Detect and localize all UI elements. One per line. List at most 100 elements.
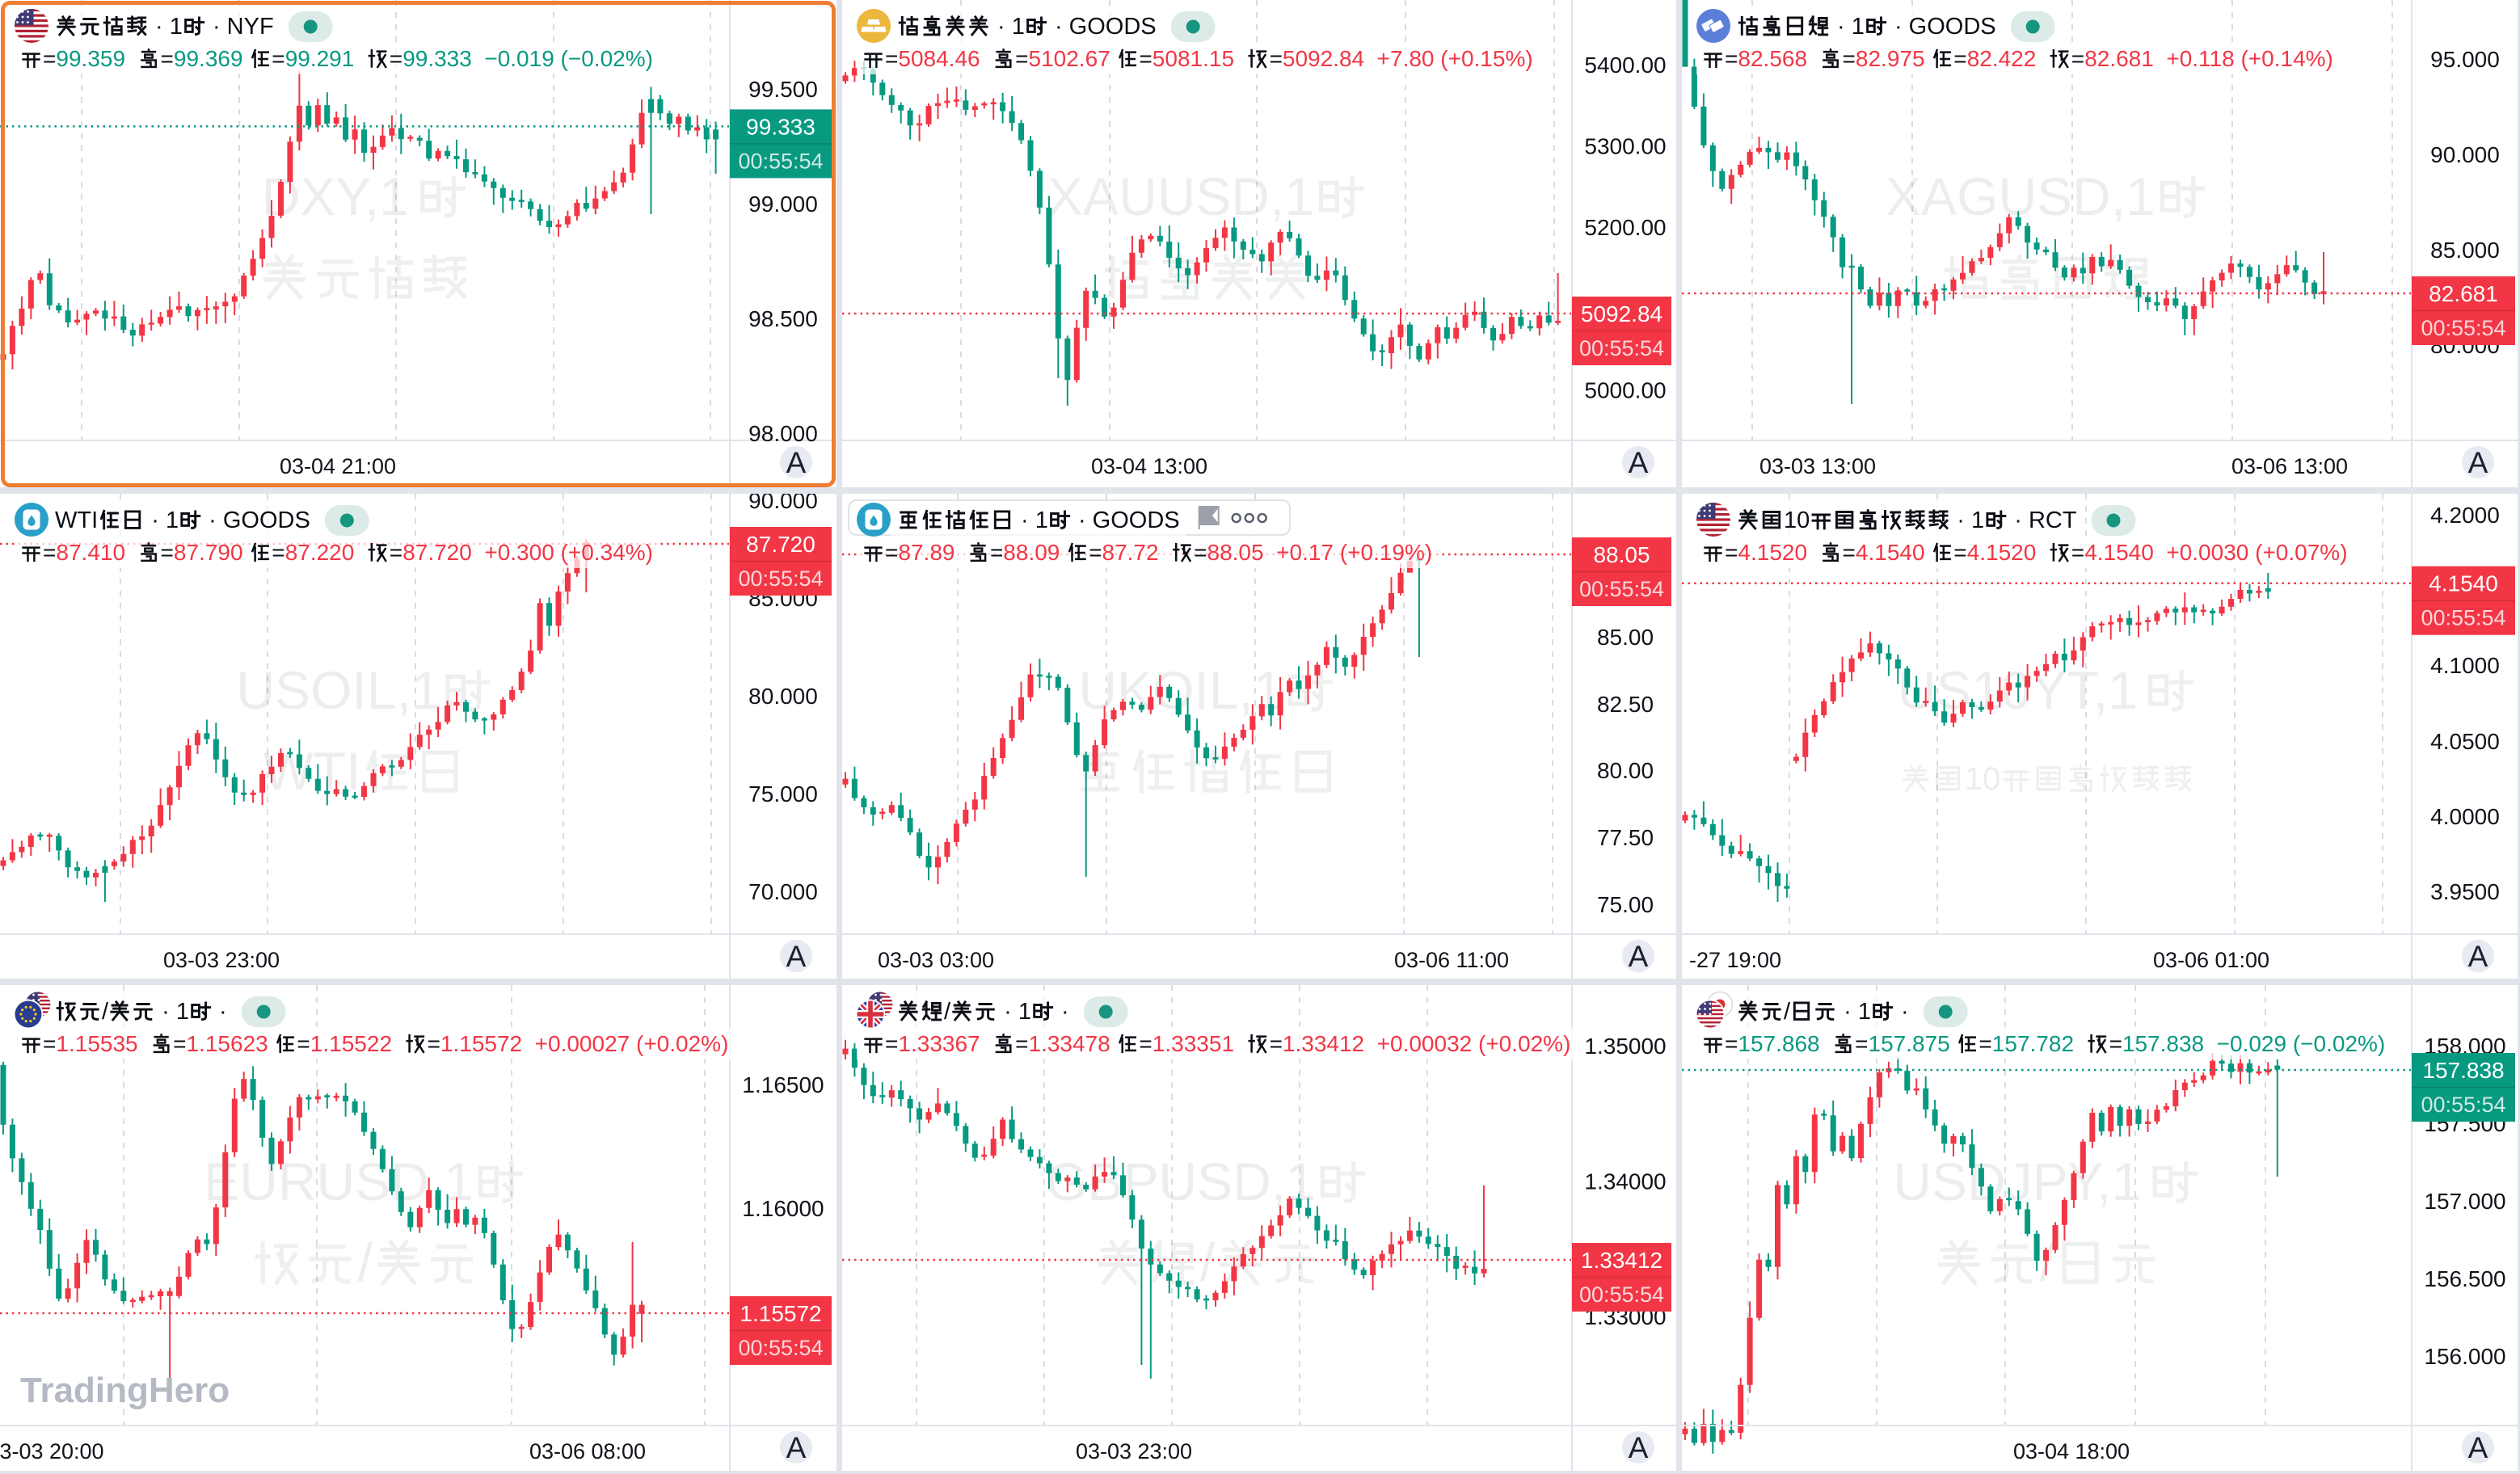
svg-text:80.000: 80.000 (748, 684, 818, 709)
svg-text:A: A (2468, 446, 2488, 479)
svg-text:=: = (2071, 540, 2084, 565)
svg-text:82.422: 82.422 (1967, 46, 2037, 71)
svg-text:=: = (1194, 540, 1207, 565)
svg-text:1.35000: 1.35000 (1584, 1034, 1666, 1059)
svg-text:=: = (1953, 46, 1966, 71)
svg-text:1.15522: 1.15522 (310, 1031, 392, 1056)
svg-text:XAGUSD,1: XAGUSD,1 (1886, 166, 2155, 226)
svg-text:5200.00: 5200.00 (1584, 215, 1666, 240)
svg-text:75.00: 75.00 (1597, 892, 1654, 917)
svg-text:1.15572: 1.15572 (440, 1031, 522, 1056)
svg-text:82.975: 82.975 (1856, 46, 1925, 71)
svg-text:USOIL,1: USOIL,1 (236, 660, 440, 720)
svg-text:4.1540: 4.1540 (2429, 571, 2498, 596)
svg-text:87.72: 87.72 (1102, 540, 1159, 565)
svg-text:WTI: WTI (55, 507, 98, 533)
svg-text:4.1520: 4.1520 (1967, 540, 2037, 565)
svg-text:00:55:54: 00:55:54 (738, 566, 823, 591)
svg-text:03-06 11:00: 03-06 11:00 (1394, 948, 1509, 972)
svg-text:90.000: 90.000 (2430, 142, 2500, 167)
svg-text:88.09: 88.09 (1003, 540, 1060, 565)
svg-text:=: = (390, 46, 402, 71)
svg-text:85.00: 85.00 (1597, 625, 1654, 650)
svg-text:/: / (358, 1232, 373, 1292)
svg-text:4.1540: 4.1540 (2084, 540, 2154, 565)
svg-text:· 1: · 1 (149, 14, 183, 40)
svg-text:· 1: · 1 (1014, 507, 1048, 533)
svg-text:80.00: 80.00 (1597, 758, 1654, 783)
svg-text:· 1: · 1 (1950, 507, 1984, 533)
svg-text:10: 10 (1784, 507, 1810, 533)
svg-text:03-06 01:00: 03-06 01:00 (2153, 948, 2269, 972)
svg-text:=: = (272, 540, 284, 565)
svg-text:5081.15: 5081.15 (1153, 46, 1234, 71)
svg-text:=: = (1089, 540, 1102, 565)
svg-text:/: / (2040, 1232, 2055, 1292)
svg-text:· GOODS: · GOODS (1048, 14, 1157, 40)
svg-text:85.000: 85.000 (2430, 238, 2500, 263)
svg-text:/: / (944, 999, 951, 1025)
svg-text:99.500: 99.500 (748, 77, 818, 102)
svg-text:A: A (1629, 940, 1649, 973)
svg-text:=: = (43, 540, 56, 565)
svg-text:5092.84: 5092.84 (1581, 301, 1662, 326)
svg-text:77.50: 77.50 (1597, 825, 1654, 850)
svg-text:· GOODS: · GOODS (1888, 14, 1996, 40)
svg-text:=: = (43, 1031, 56, 1056)
svg-text:00:55:54: 00:55:54 (2421, 1093, 2505, 1117)
svg-text:+0.118 (+0.14%): +0.118 (+0.14%) (2154, 46, 2333, 71)
svg-text:/: / (1784, 999, 1791, 1025)
svg-text:88.05: 88.05 (1207, 540, 1264, 565)
svg-text:=: = (1978, 1031, 1991, 1056)
svg-text:=: = (885, 46, 898, 71)
svg-text:00:55:54: 00:55:54 (738, 1336, 823, 1360)
svg-text:=: = (390, 540, 402, 565)
svg-text:70.000: 70.000 (748, 879, 818, 904)
svg-text:03-03 13:00: 03-03 13:00 (1759, 454, 1876, 478)
svg-text:1.33478: 1.33478 (1029, 1031, 1110, 1056)
svg-text:75.000: 75.000 (748, 781, 818, 806)
svg-text:· 1: · 1 (997, 999, 1031, 1025)
svg-text:1.33367: 1.33367 (898, 1031, 980, 1056)
svg-text:00:55:54: 00:55:54 (1579, 577, 1664, 601)
svg-text:=: = (1270, 1031, 1283, 1056)
svg-text:+7.80 (+0.15%): +7.80 (+0.15%) (1364, 46, 1533, 71)
svg-text:5300.00: 5300.00 (1584, 134, 1666, 159)
svg-text:82.681: 82.681 (2429, 281, 2498, 306)
svg-text:5092.84: 5092.84 (1283, 46, 1364, 71)
svg-text:·: · (1055, 999, 1069, 1025)
svg-text:=: = (428, 1031, 440, 1056)
svg-text:A: A (786, 940, 807, 973)
svg-text:4.1540: 4.1540 (1856, 540, 1925, 565)
svg-text:157.875: 157.875 (1869, 1031, 1950, 1056)
svg-text:03-03 23:00: 03-03 23:00 (163, 948, 280, 972)
svg-text:156.500: 156.500 (2424, 1266, 2505, 1291)
svg-text:03-04 18:00: 03-04 18:00 (2013, 1439, 2130, 1463)
svg-text:1.16000: 1.16000 (742, 1196, 824, 1221)
svg-text:1.33412: 1.33412 (1581, 1248, 1662, 1273)
svg-text:82.568: 82.568 (1738, 46, 1807, 71)
svg-text:+0.00027 (+0.02%): +0.00027 (+0.02%) (522, 1031, 728, 1056)
svg-text:DXY,1: DXY,1 (262, 166, 409, 226)
svg-text:=: = (297, 1031, 310, 1056)
svg-text:98.000: 98.000 (748, 421, 818, 446)
svg-text:+0.00032 (+0.02%): +0.00032 (+0.02%) (1364, 1031, 1570, 1056)
svg-text:156.000: 156.000 (2424, 1344, 2505, 1369)
svg-text:87.220: 87.220 (285, 540, 355, 565)
svg-text:=: = (1855, 1031, 1868, 1056)
svg-text:=: = (173, 1031, 186, 1056)
svg-text:=: = (161, 540, 174, 565)
svg-text:A: A (1629, 1431, 1649, 1464)
svg-text:=: = (1725, 46, 1738, 71)
svg-text:1.15572: 1.15572 (740, 1301, 821, 1326)
svg-text:157.000: 157.000 (2424, 1189, 2505, 1214)
svg-text:EURUSD,1: EURUSD,1 (204, 1152, 474, 1211)
svg-text:1.15623: 1.15623 (187, 1031, 268, 1056)
svg-text:−0.029 (−0.02%): −0.029 (−0.02%) (2204, 1031, 2385, 1056)
svg-text:157.782: 157.782 (1992, 1031, 2074, 1056)
svg-text:· GOODS: · GOODS (202, 507, 310, 533)
svg-text:=: = (990, 540, 1003, 565)
svg-text:99.359: 99.359 (56, 46, 125, 71)
svg-text:=: = (1270, 46, 1283, 71)
svg-text:99.333: 99.333 (746, 114, 815, 139)
